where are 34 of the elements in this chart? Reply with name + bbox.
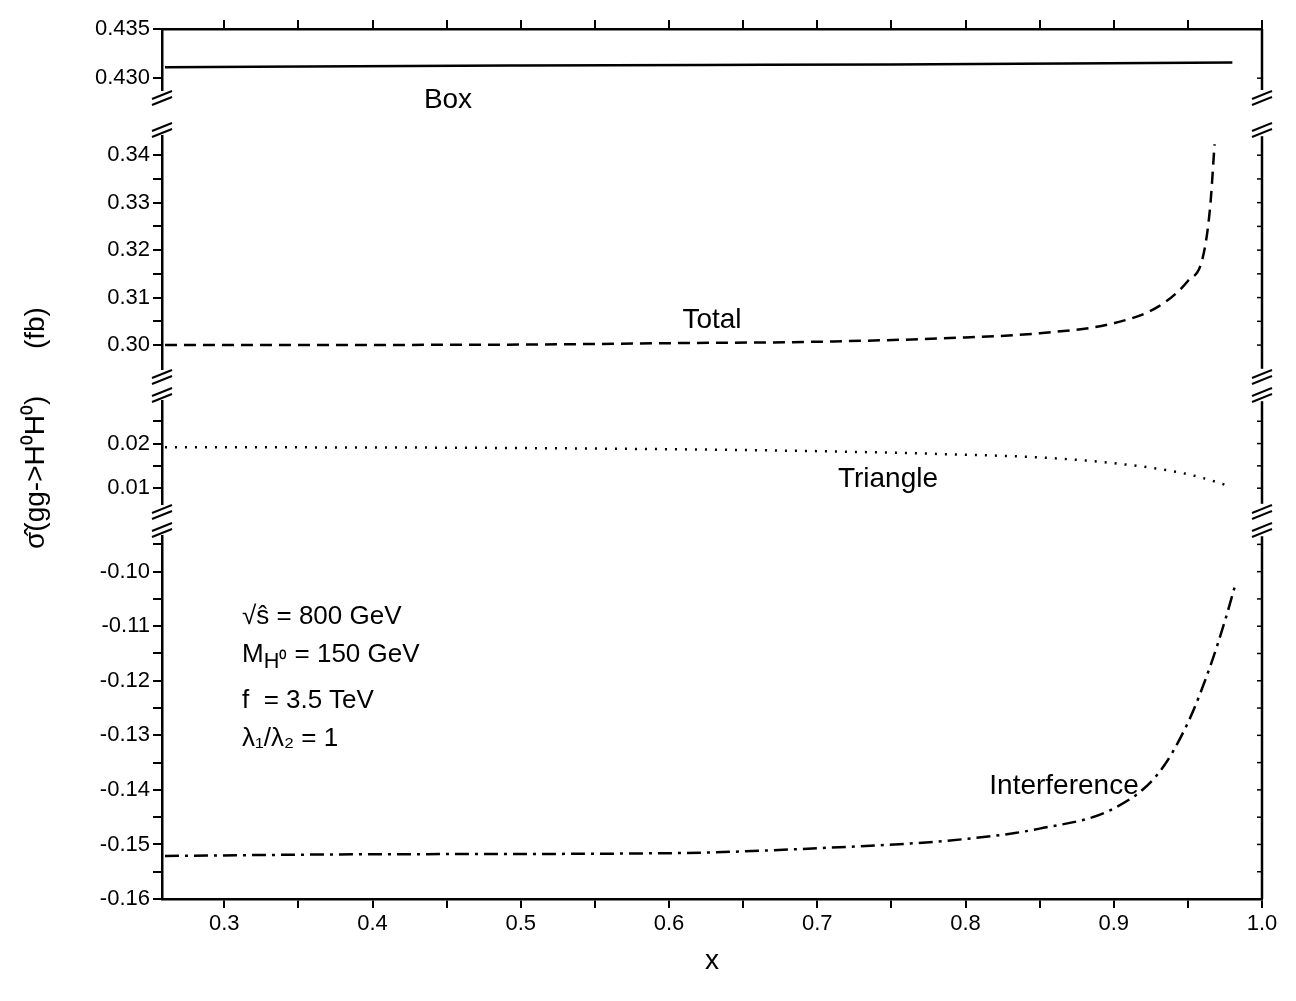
y-tick-label: 0.32 [107, 236, 150, 262]
y-tick-label: -0.14 [99, 775, 150, 801]
y-tick-label: 0.430 [94, 64, 150, 90]
y-tick-label: 0.435 [94, 15, 150, 41]
y-axis-title: σ̂(gg->H⁰H⁰) (fb) [18, 307, 51, 549]
y-tick-label: -0.10 [99, 557, 150, 583]
x-tick-label: 0.4 [357, 910, 388, 936]
y-tick-label: -0.15 [99, 830, 150, 856]
x-tick-label: 0.5 [505, 910, 537, 936]
annotation: √ŝ = 800 GeV [242, 599, 403, 633]
x-tick-label: 1.0 [1246, 910, 1278, 936]
x-tick-label: 0.8 [950, 910, 981, 936]
y-tick-label: 0.33 [107, 188, 150, 214]
y-tick-label: 0.31 [107, 283, 150, 309]
series-label: Triangle [837, 461, 939, 493]
annotation: λ₁/λ₂ = 1 [242, 721, 340, 755]
series-label: Box [423, 82, 473, 114]
y-tick-label: -0.11 [101, 612, 150, 638]
y-tick-label: 0.34 [107, 141, 150, 167]
y-tick-label: -0.13 [99, 721, 150, 747]
annotation: f = 3.5 TeV [242, 683, 375, 717]
y-tick-label: -0.12 [99, 666, 150, 692]
x-axis-title: x [705, 943, 719, 975]
y-tick-label: 0.30 [107, 331, 150, 357]
x-tick-label: 0.6 [653, 910, 685, 936]
series-label: Interference [989, 768, 1139, 800]
y-tick-label: 0.02 [107, 429, 150, 455]
series-label: Total [682, 303, 742, 335]
x-tick-label: 0.7 [801, 910, 833, 936]
x-tick-label: 0.9 [1098, 910, 1130, 936]
annotation: M$_{H⁰}$ = 150 GeV [242, 637, 420, 676]
x-tick-label: 0.3 [208, 910, 240, 936]
y-tick-label: 0.01 [107, 474, 150, 500]
y-tick-label: -0.16 [99, 885, 150, 911]
